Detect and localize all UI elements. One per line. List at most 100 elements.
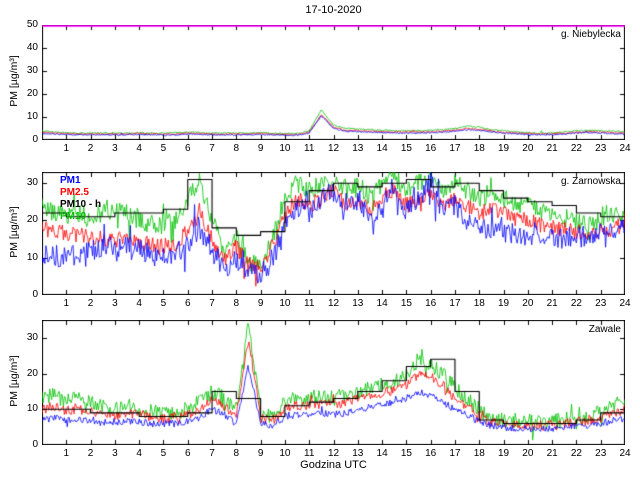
x-tick-label: 1 bbox=[63, 298, 70, 309]
x-tick-label: 15 bbox=[400, 298, 412, 309]
x-tick-label: 12 bbox=[327, 298, 340, 309]
y-tick-label: 30 bbox=[26, 65, 38, 76]
x-tick-label: 7 bbox=[209, 448, 215, 459]
x-tick-label: 18 bbox=[473, 448, 485, 459]
chart-title: 17-10-2020 bbox=[305, 4, 362, 16]
x-tick-label: 18 bbox=[473, 143, 485, 154]
legend-item: PM10 bbox=[60, 211, 87, 222]
x-tick-label: 21 bbox=[546, 143, 558, 154]
x-tick-label: 8 bbox=[233, 448, 240, 459]
x-tick-label: 19 bbox=[497, 143, 510, 154]
y-tick-label: 10 bbox=[26, 251, 38, 263]
y-ticks-2: 0 10 20 30 bbox=[4, 320, 38, 450]
x-tick-label: 6 bbox=[184, 448, 191, 459]
x-tick-label: 24 bbox=[619, 298, 631, 309]
x-tick-label: 16 bbox=[425, 448, 437, 459]
x-tick-label: 1 bbox=[63, 143, 70, 154]
y-tick-label: 0 bbox=[32, 439, 38, 450]
x-tick-label: 5 bbox=[160, 143, 167, 154]
x-tick-label: 8 bbox=[233, 298, 240, 309]
x-tick-label: 15 bbox=[400, 448, 412, 459]
x-tick-label: 12 bbox=[327, 143, 340, 154]
x-ticks-2: 1 2 3 4 5 6 7 8 9 10 11 12 13 14 15 16 17 18 19 20 21 22 23 24 bbox=[42, 448, 631, 460]
x-tick-label: 20 bbox=[522, 143, 534, 154]
x-tick-label: 9 bbox=[257, 448, 264, 459]
station-label-niebylecka: g. Niebylecka bbox=[560, 29, 621, 40]
subplot-niebylecka bbox=[42, 25, 625, 140]
x-tick-label: 13 bbox=[352, 448, 364, 459]
x-tick-label: 23 bbox=[595, 448, 607, 459]
x-tick-label: 4 bbox=[136, 298, 142, 309]
station-label-zawale: Zawale bbox=[588, 324, 621, 335]
y-tick-label: 20 bbox=[26, 214, 38, 226]
chart-canvas-0 bbox=[42, 25, 625, 140]
x-tick-label: 9 bbox=[257, 298, 264, 309]
y-tick-label: 50 bbox=[26, 19, 38, 30]
x-tick-label: 18 bbox=[473, 298, 485, 309]
y-tick-label: 30 bbox=[26, 331, 38, 343]
x-tick-label: 21 bbox=[546, 448, 558, 459]
x-tick-label: 15 bbox=[400, 143, 412, 154]
x-tick-label: 3 bbox=[112, 298, 118, 309]
x-tick-label: 20 bbox=[522, 448, 534, 459]
x-tick-label: 23 bbox=[595, 143, 607, 154]
x-tick-label: 4 bbox=[136, 143, 142, 154]
legend-item: PM2.5 bbox=[60, 187, 89, 198]
chart-canvas-2 bbox=[42, 320, 625, 445]
x-tick-label: 2 bbox=[87, 143, 94, 154]
x-tick-label: 4 bbox=[136, 448, 142, 459]
x-tick-label: 9 bbox=[257, 143, 264, 154]
x-tick-label: 6 bbox=[184, 298, 191, 309]
x-tick-label: 10 bbox=[279, 143, 291, 154]
x-tick-label: 24 bbox=[619, 143, 631, 154]
x-tick-label: 17 bbox=[449, 448, 461, 459]
chart-canvas-1 bbox=[42, 172, 625, 295]
x-tick-label: 13 bbox=[352, 298, 364, 309]
x-tick-label: 5 bbox=[160, 298, 167, 309]
subplot-zarnowska bbox=[42, 172, 625, 295]
y-ticks-0: 0 10 20 30 40 50 bbox=[4, 19, 38, 145]
x-tick-label: 19 bbox=[497, 448, 510, 459]
x-tick-label: 23 bbox=[595, 298, 607, 309]
y-tick-label: 30 bbox=[26, 177, 38, 189]
x-tick-label: 14 bbox=[376, 448, 388, 459]
x-tick-label: 22 bbox=[570, 298, 582, 309]
x-tick-label: 22 bbox=[570, 448, 582, 459]
y-tick-label: 0 bbox=[32, 289, 38, 300]
x-tick-label: 22 bbox=[570, 143, 582, 154]
legend-item: PM1 bbox=[60, 175, 81, 186]
x-tick-label: 11 bbox=[304, 143, 315, 154]
y-tick-label: 20 bbox=[26, 88, 38, 99]
x-tick-label: 10 bbox=[279, 448, 291, 459]
y-tick-label: 40 bbox=[26, 42, 38, 53]
x-tick-label: 19 bbox=[497, 298, 510, 309]
x-tick-label: 12 bbox=[327, 448, 340, 459]
x-tick-label: 13 bbox=[352, 143, 364, 154]
x-tick-label: 2 bbox=[87, 298, 94, 309]
x-tick-label: 7 bbox=[209, 143, 215, 154]
x-tick-label: 10 bbox=[279, 298, 291, 309]
legend-item: PM10 - h bbox=[60, 199, 102, 210]
x-ticks-1: 1 2 3 4 5 6 7 8 9 10 11 12 13 14 15 16 17 18 19 20 21 22 23 24 bbox=[42, 298, 631, 310]
x-tick-label: 5 bbox=[160, 448, 167, 459]
legend-1: PM1 PM2.5 PM10 - h PM10 bbox=[60, 175, 101, 223]
x-tick-label: 17 bbox=[449, 143, 461, 154]
x-tick-label: 1 bbox=[63, 448, 70, 459]
x-tick-label: 20 bbox=[522, 298, 534, 309]
y-tick-label: 10 bbox=[26, 111, 38, 122]
x-tick-label: 2 bbox=[87, 448, 94, 459]
x-tick-label: 16 bbox=[425, 143, 437, 154]
x-tick-label: 3 bbox=[112, 143, 118, 154]
x-tick-label: 3 bbox=[112, 448, 118, 459]
x-tick-label: 11 bbox=[304, 298, 315, 309]
x-tick-label: 14 bbox=[376, 143, 388, 154]
x-tick-label: 24 bbox=[619, 448, 631, 459]
y-tick-label: 10 bbox=[26, 403, 38, 415]
x-tick-label: 6 bbox=[184, 143, 191, 154]
x-ticks-0: 1 2 3 4 5 6 7 8 9 10 11 12 13 14 15 16 17 18 19 20 21 22 23 24 bbox=[42, 143, 631, 155]
x-tick-label: 14 bbox=[376, 298, 388, 309]
station-label-zarnowska: g. Zarnowska bbox=[560, 176, 621, 187]
x-tick-label: 16 bbox=[425, 298, 437, 309]
x-tick-label: 7 bbox=[209, 298, 215, 309]
